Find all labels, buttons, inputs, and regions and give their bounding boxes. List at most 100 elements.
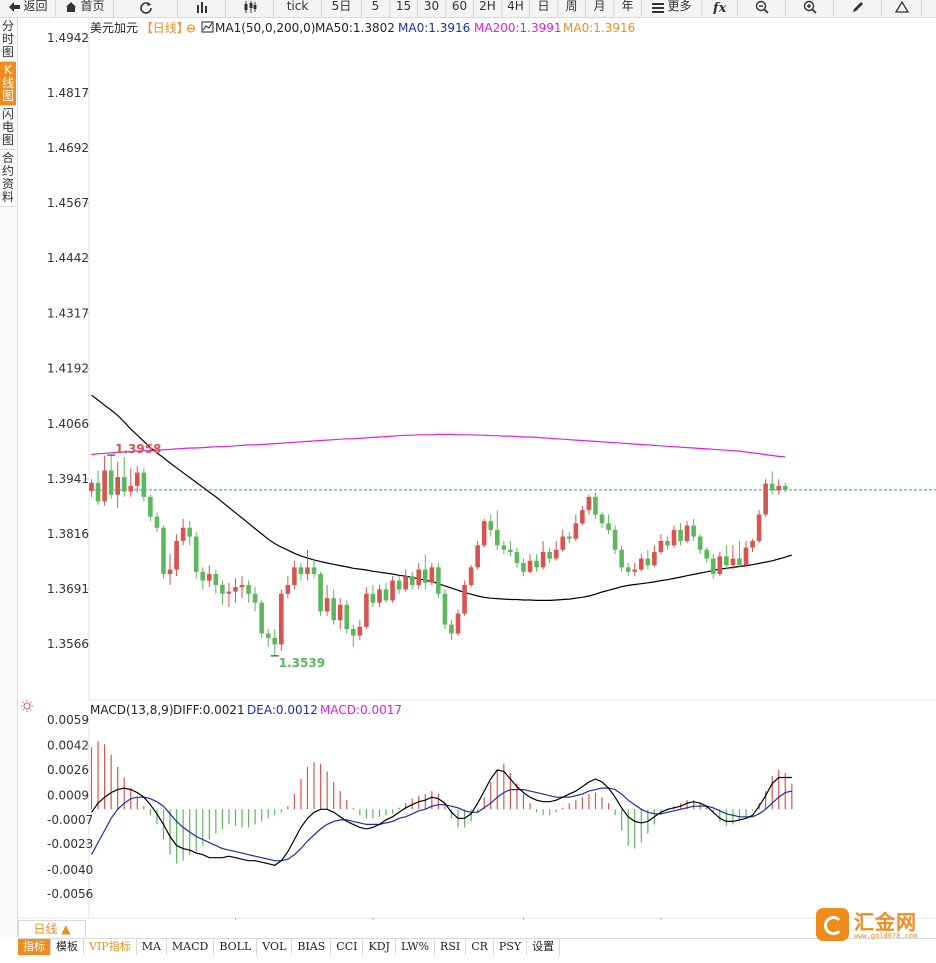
toolbar-item-label: 返回 — [23, 0, 48, 13]
candle-body — [724, 556, 729, 566]
toolbar-item-label: 5 — [371, 0, 380, 13]
toolbar-item-首页[interactable]: 首页 — [56, 0, 114, 17]
y-tick-label: 1.3941 — [47, 472, 89, 486]
indicator-tab-8[interactable]: CCI — [331, 939, 364, 955]
candle-body — [429, 567, 435, 583]
candle-body — [625, 567, 631, 572]
macd-legend-diff: DIFF:0.0021 — [173, 703, 245, 717]
candle-body — [508, 549, 513, 552]
toolbar-item-5[interactable]: 5 — [362, 0, 390, 17]
candle-body — [89, 482, 94, 492]
candle-body — [737, 558, 742, 566]
indicator-tab-2[interactable]: VIP指标 — [84, 939, 137, 955]
candle-body — [121, 477, 127, 492]
indicator-tab-3[interactable]: MA — [137, 939, 167, 955]
candle-body — [285, 584, 291, 594]
toolbar-item-2H[interactable]: 2H — [474, 0, 502, 17]
y-tick-label: 1.4942 — [47, 31, 89, 45]
candle-body — [193, 536, 199, 572]
candle-body — [514, 551, 520, 563]
toolbar-item-周[interactable]: 周 — [558, 0, 586, 17]
macd-legend-dea: DEA:0.0012 — [247, 703, 318, 717]
macd-y-tick-label: 0.0059 — [47, 713, 89, 727]
candle-body — [318, 573, 323, 612]
candle-body — [521, 562, 526, 572]
indicator-tab-4[interactable]: MACD — [167, 939, 215, 955]
indicator-tab-14[interactable]: 设置 — [527, 939, 561, 955]
toolbar-item-tick[interactable]: tick — [274, 0, 322, 17]
candle-body — [769, 483, 775, 491]
indicator-tab-0[interactable]: 指标 — [18, 939, 51, 955]
candle-body — [756, 514, 762, 541]
candle-body — [658, 540, 664, 552]
toolbar-item-5日[interactable]: 5日 — [322, 0, 362, 17]
legend-ma-name: MA1(50,0,200,0) — [215, 21, 315, 35]
toolbar-item-label: 4H — [507, 0, 524, 13]
toolbar-item-4H[interactable]: 4H — [502, 0, 530, 17]
candle-body — [351, 629, 356, 636]
candle-body — [710, 558, 716, 574]
indicator-tab-12[interactable]: CR — [466, 939, 494, 955]
indicator-tab-7[interactable]: BIAS — [292, 939, 332, 955]
site-logo: 汇金网 www.gold678.com — [816, 906, 922, 942]
macd-y-tick-label: -0.0056 — [47, 887, 93, 901]
candle-body — [161, 527, 166, 574]
candle-body — [566, 536, 572, 539]
toolbar-item-15[interactable]: 15 — [390, 0, 418, 17]
indicator-tab-row: 指标 模板 VIP指标 MA MACD BOLL VOL BIAS CCI KDJ LW% RSI CR… — [18, 938, 936, 956]
indicator-tab-1[interactable]: 模板 — [51, 939, 84, 955]
toolbar-item-60[interactable]: 60 — [446, 0, 474, 17]
candle-body — [292, 567, 297, 585]
candle-body — [207, 573, 212, 581]
indicator-tab-10[interactable]: LW% — [396, 939, 436, 955]
candle-body — [409, 576, 415, 585]
side-tab-0[interactable]: 分时图 — [0, 18, 16, 62]
toolbar-item-candle[interactable] — [226, 0, 274, 17]
toolbar-item-label: 更多 — [667, 0, 692, 13]
toolbar-item-fx[interactable]: fx — [702, 0, 738, 17]
candle-body — [226, 591, 232, 594]
toolbar-item-kline[interactable] — [178, 0, 226, 17]
refresh-icon — [139, 0, 153, 14]
macd-settings-icon-ray — [22, 701, 25, 704]
toolbar-item-月[interactable]: 月 — [586, 0, 614, 17]
toolbar-item-年[interactable]: 年 — [614, 0, 642, 17]
toolbar-item-label: 30 — [423, 0, 440, 13]
candle-body — [102, 470, 107, 502]
dea-line — [90, 787, 792, 862]
side-tab-2[interactable]: 闪电图 — [0, 106, 16, 150]
menu-icon — [651, 0, 665, 14]
indicator-tab-11[interactable]: RSI — [435, 939, 467, 955]
y-tick-label: 1.4692 — [47, 141, 89, 155]
y-tick-label: 1.4442 — [47, 251, 89, 265]
legend-ma-icon — [201, 21, 214, 33]
indicator-tab-9[interactable]: KDJ — [363, 939, 396, 955]
candle-icon — [243, 0, 257, 14]
indicator-tab-13[interactable]: PSY — [494, 939, 528, 955]
candle-body — [697, 536, 703, 550]
candle-body — [141, 472, 147, 497]
indicator-tab-6[interactable]: VOL — [257, 939, 293, 955]
side-tabs: 分时图 K线图 闪电图 合约资料 — [0, 18, 18, 938]
toolbar-item-日[interactable]: 日 — [530, 0, 558, 17]
legend-symbol: 美元加元 — [90, 21, 138, 35]
toolbar-item-refresh[interactable] — [114, 0, 178, 17]
toolbar-item-label: tick — [286, 0, 309, 13]
ma200-line — [91, 433, 786, 458]
chart-area[interactable]: 1.4942 1.4817 1.4692 1.4567 1.4442 1.4317 1.41… — [0, 0, 936, 920]
macd-y-tick-label: -0.0007 — [47, 813, 93, 827]
indicator-tab-5[interactable]: BOLL — [214, 939, 258, 955]
candle-body — [612, 529, 618, 550]
toolbar-item-30[interactable]: 30 — [418, 0, 446, 17]
toolbar-item-返回[interactable]: 返回 — [0, 0, 56, 17]
side-tab-3[interactable]: 合约资料 — [0, 150, 16, 207]
toolbar-item-更多[interactable]: 更多 — [642, 0, 702, 17]
toolbar-item-pen[interactable] — [834, 0, 882, 17]
toolbar-item-zoom-out[interactable] — [738, 0, 786, 17]
toolbar-item-zoom-in[interactable] — [786, 0, 834, 17]
toolbar-item-triangle[interactable] — [882, 0, 922, 17]
pen-icon — [851, 0, 865, 14]
candle-body — [750, 540, 755, 548]
side-tab-1[interactable]: K线图 — [0, 62, 16, 106]
period-tab[interactable]: 日线 ▲ — [18, 920, 86, 937]
